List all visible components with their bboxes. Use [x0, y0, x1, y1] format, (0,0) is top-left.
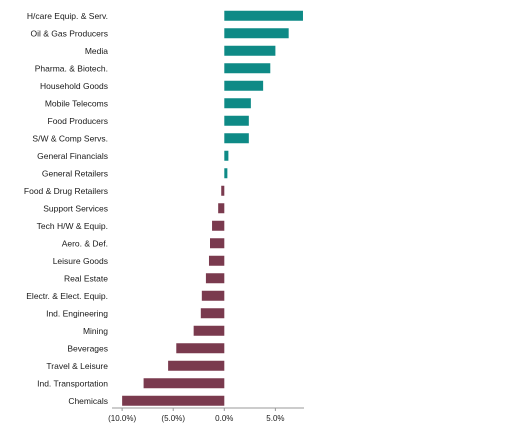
x-tick-label: 0.0%: [215, 414, 233, 423]
category-label: Media: [85, 46, 108, 56]
bar: [122, 395, 225, 406]
bar: [218, 203, 225, 214]
bar: [221, 185, 225, 196]
bar: [168, 360, 225, 371]
bar: [224, 98, 251, 109]
category-label: Pharma. & Biotech.: [35, 63, 108, 73]
category-label: Mining: [83, 326, 108, 336]
bar: [224, 45, 276, 56]
bar: [224, 28, 289, 39]
category-label: General Financials: [37, 151, 108, 161]
category-label: Electr. & Elect. Equip.: [26, 291, 108, 301]
x-axis-ticks: [121, 408, 276, 411]
bar: [193, 325, 225, 336]
category-label: H/care Equip. & Serv.: [27, 11, 108, 21]
category-label: Aero. & Def.: [62, 238, 108, 248]
bar: [143, 378, 225, 389]
category-label: General Retailers: [42, 168, 108, 178]
category-label: Leisure Goods: [53, 256, 108, 266]
bar: [224, 63, 271, 74]
bar: [224, 10, 303, 21]
bars: [122, 10, 303, 406]
category-label: Oil & Gas Producers: [31, 28, 108, 38]
bar: [224, 133, 249, 144]
bar: [200, 308, 225, 319]
category-label: S/W & Comp Servs.: [32, 133, 108, 143]
bar: [212, 220, 225, 231]
x-tick-label: 5.0%: [266, 414, 284, 423]
category-label: Household Goods: [40, 81, 108, 91]
bar: [201, 290, 225, 301]
bar: [208, 255, 225, 266]
x-tick-label: (10.0%): [108, 414, 136, 423]
category-label: Mobile Telecoms: [45, 98, 108, 108]
category-label: Ind. Engineering: [46, 308, 108, 318]
category-label: Travel & Leisure: [46, 361, 108, 371]
category-label: Food & Drug Retailers: [24, 186, 108, 196]
category-label: Real Estate: [64, 273, 108, 283]
category-label: Ind. Transportation: [37, 378, 108, 388]
bar: [210, 238, 225, 249]
bar: [176, 343, 225, 354]
category-label: Food Producers: [48, 116, 108, 126]
category-label: Support Services: [43, 203, 108, 213]
bar: [224, 150, 229, 161]
bar: [224, 115, 249, 126]
bar: [224, 168, 228, 179]
category-labels: H/care Equip. & Serv. Oil & Gas Producers…: [24, 11, 108, 406]
category-label: Beverages: [67, 343, 108, 353]
category-label: Tech H/W & Equip.: [37, 221, 108, 231]
x-tick-label: (5.0%): [161, 414, 185, 423]
bar: [224, 80, 264, 91]
category-label: Chemicals: [68, 396, 108, 406]
x-axis-tick-labels: (10.0%) (5.0%) 0.0% 5.0%: [108, 414, 284, 423]
bar: [205, 273, 225, 284]
